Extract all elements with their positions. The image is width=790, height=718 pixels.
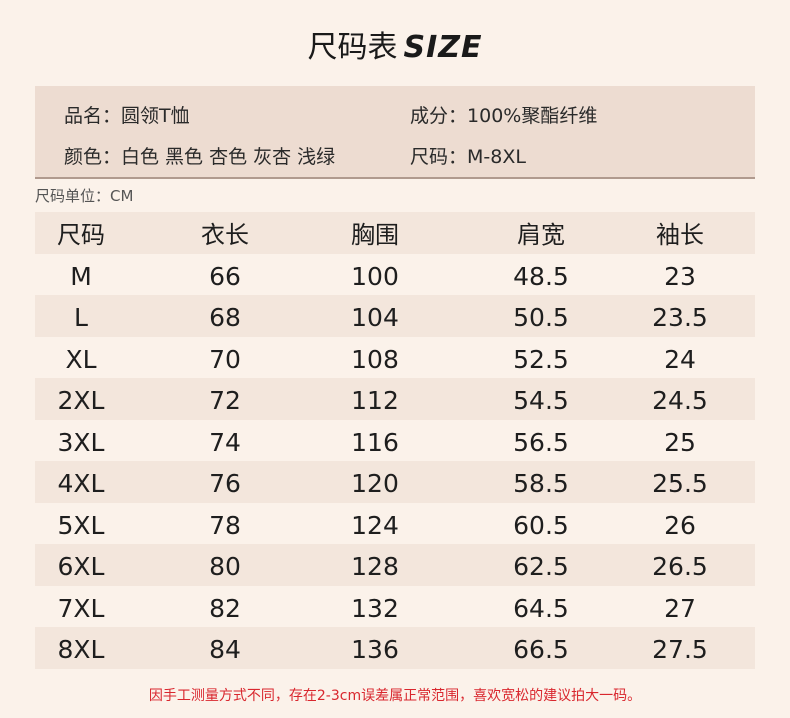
- cell-length: 68: [209, 303, 241, 332]
- color-label: 颜色：: [64, 146, 122, 168]
- table-row: L 68 104 50.5 23.5: [35, 295, 755, 337]
- cell-length: 66: [209, 261, 241, 291]
- size-table: 尺码 衣长 胸围 肩宽 袖长 M 66 100 48.5 23 L 68 104…: [35, 212, 755, 669]
- header-size: 尺码: [57, 221, 105, 249]
- table-row: 2XL 72 112 54.5 24.5: [35, 378, 755, 420]
- cell-sleeve: 27.5: [652, 635, 708, 664]
- cell-size: L: [74, 303, 88, 332]
- table-row: 7XL 82 132 64.5 27: [35, 586, 755, 628]
- cell-length: 72: [209, 386, 241, 415]
- cell-shoulder: 66.5: [513, 635, 569, 664]
- cell-shoulder: 56.5: [513, 427, 569, 457]
- cell-sleeve: 25.5: [652, 469, 708, 498]
- page-title: 尺码表 SIZE: [0, 22, 790, 66]
- cell-sleeve: 26.5: [652, 552, 708, 581]
- cell-size: 2XL: [57, 386, 105, 415]
- cell-chest: 108: [351, 344, 399, 374]
- cell-chest: 132: [351, 593, 399, 623]
- header-length: 衣长: [201, 221, 249, 249]
- cell-length: 78: [209, 510, 241, 540]
- cell-shoulder: 54.5: [513, 386, 569, 415]
- cell-shoulder: 64.5: [513, 593, 569, 623]
- cell-chest: 136: [351, 635, 399, 664]
- size-range-info: 尺码：M-8XL: [410, 142, 526, 169]
- cell-chest: 112: [351, 386, 399, 415]
- cell-chest: 100: [351, 261, 399, 291]
- cell-sleeve: 25: [664, 427, 696, 457]
- cell-size: 8XL: [57, 635, 105, 664]
- cell-sleeve: 26: [664, 510, 696, 540]
- table-row: 3XL 74 116 56.5 25: [35, 420, 755, 462]
- cell-shoulder: 50.5: [513, 303, 569, 332]
- product-name-label: 品名：: [64, 105, 122, 127]
- size-range-label: 尺码：: [410, 146, 468, 168]
- title-english: SIZE: [403, 30, 483, 65]
- product-name: 品名：圆领T恤: [64, 101, 190, 128]
- table-row: XL 70 108 52.5 24: [35, 337, 755, 379]
- product-info-box: [35, 86, 755, 178]
- cell-size: XL: [65, 344, 97, 374]
- cell-shoulder: 62.5: [513, 552, 569, 581]
- material-value: 100%聚酯纤维: [467, 105, 598, 127]
- table-row: 6XL 80 128 62.5 26.5: [35, 544, 755, 586]
- cell-chest: 120: [351, 469, 399, 498]
- cell-length: 70: [209, 344, 241, 374]
- table-row: 5XL 78 124 60.5 26: [35, 503, 755, 545]
- cell-length: 74: [209, 427, 241, 457]
- cell-size: 5XL: [57, 510, 105, 540]
- title-chinese: 尺码表: [307, 30, 398, 65]
- cell-sleeve: 27: [664, 593, 696, 623]
- cell-chest: 128: [351, 552, 399, 581]
- cell-size: M: [70, 261, 92, 291]
- cell-chest: 116: [351, 427, 399, 457]
- cell-sleeve: 24.5: [652, 386, 708, 415]
- cell-length: 84: [209, 635, 241, 664]
- color-value: 白色 黑色 杏色 灰杏 浅绿: [121, 146, 336, 168]
- cell-shoulder: 60.5: [513, 510, 569, 540]
- header-shoulder: 肩宽: [517, 221, 565, 249]
- cell-length: 80: [209, 552, 241, 581]
- cell-sleeve: 24: [664, 344, 696, 374]
- table-row: 8XL 84 136 66.5 27.5: [35, 627, 755, 669]
- header-sleeve: 袖长: [656, 221, 704, 249]
- color-info: 颜色：白色 黑色 杏色 灰杏 浅绿: [64, 142, 335, 169]
- table-row: M 66 100 48.5 23: [35, 254, 755, 296]
- cell-size: 3XL: [57, 427, 105, 457]
- cell-size: 4XL: [57, 469, 105, 498]
- cell-length: 82: [209, 593, 241, 623]
- cell-shoulder: 48.5: [513, 261, 569, 291]
- cell-chest: 104: [351, 303, 399, 332]
- cell-shoulder: 52.5: [513, 344, 569, 374]
- cell-chest: 124: [351, 510, 399, 540]
- info-divider: [35, 177, 755, 179]
- cell-size: 6XL: [57, 552, 105, 581]
- table-header-row: 尺码 衣长 胸围 肩宽 袖长: [35, 212, 755, 254]
- material-label: 成分：: [410, 105, 468, 127]
- table-row: 4XL 76 120 58.5 25.5: [35, 461, 755, 503]
- cell-sleeve: 23.5: [652, 303, 708, 332]
- cell-shoulder: 58.5: [513, 469, 569, 498]
- measurement-note: 因手工测量方式不同，存在2-3cm误差属正常范围，喜欢宽松的建议拍大一码。: [148, 688, 642, 704]
- product-name-value: 圆领T恤: [121, 105, 190, 127]
- cell-sleeve: 23: [664, 261, 696, 291]
- size-range-value: M-8XL: [467, 146, 526, 168]
- header-chest: 胸围: [351, 221, 399, 249]
- cell-length: 76: [209, 469, 241, 498]
- material-info: 成分：100%聚酯纤维: [410, 101, 597, 128]
- unit-label: 尺码单位：CM: [35, 187, 134, 205]
- cell-size: 7XL: [57, 593, 105, 623]
